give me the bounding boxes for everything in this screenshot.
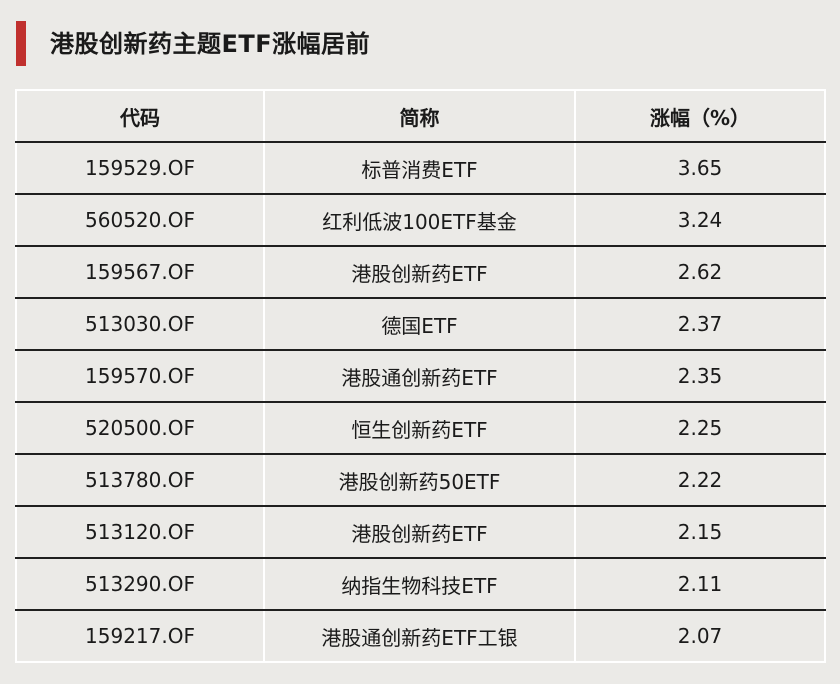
- cell-change: 3.65: [574, 142, 826, 195]
- header-change: 涨幅（%）: [574, 90, 826, 143]
- cell-name: 港股创新药50ETF: [263, 454, 576, 507]
- table-row: 159567.OF 港股创新药ETF 2.62: [15, 246, 826, 299]
- header-code: 代码: [15, 90, 265, 143]
- table-row: 520500.OF 恒生创新药ETF 2.25: [15, 402, 826, 455]
- cell-change: 2.25: [574, 402, 826, 455]
- cell-code: 513780.OF: [15, 454, 265, 507]
- header-name: 简称: [263, 90, 576, 143]
- cell-code: 513120.OF: [15, 506, 265, 559]
- table-row: 513290.OF 纳指生物科技ETF 2.11: [15, 558, 826, 611]
- table-row: 513120.OF 港股创新药ETF 2.15: [15, 506, 826, 559]
- title-accent-bar: [16, 21, 26, 66]
- cell-code: 513030.OF: [15, 298, 265, 351]
- table-row: 159570.OF 港股通创新药ETF 2.35: [15, 350, 826, 403]
- cell-name: 港股创新药ETF: [263, 246, 576, 299]
- cell-change: 2.15: [574, 506, 826, 559]
- cell-change: 2.11: [574, 558, 826, 611]
- cell-name: 港股通创新药ETF工银: [263, 610, 576, 662]
- cell-code: 513290.OF: [15, 558, 265, 611]
- cell-name: 德国ETF: [263, 298, 576, 351]
- cell-change: 2.37: [574, 298, 826, 351]
- cell-code: 159217.OF: [15, 610, 265, 662]
- cell-code: 520500.OF: [15, 402, 265, 455]
- cell-code: 560520.OF: [15, 194, 265, 247]
- cell-code: 159529.OF: [15, 142, 265, 195]
- cell-change: 2.22: [574, 454, 826, 507]
- cell-code: 159570.OF: [15, 350, 265, 403]
- cell-name: 纳指生物科技ETF: [263, 558, 576, 611]
- etf-table: 代码 简称 涨幅（%） 159529.OF 标普消费ETF 3.65 560520.O…: [15, 89, 826, 663]
- table-row: 560520.OF 红利低波100ETF基金 3.24: [15, 194, 826, 247]
- cell-name: 港股通创新药ETF: [263, 350, 576, 403]
- cell-name: 港股创新药ETF: [263, 506, 576, 559]
- cell-name: 恒生创新药ETF: [263, 402, 576, 455]
- cell-code: 159567.OF: [15, 246, 265, 299]
- table-row: 159217.OF 港股通创新药ETF工银 2.07: [15, 610, 826, 662]
- cell-change: 2.62: [574, 246, 826, 299]
- cell-change: 2.07: [574, 610, 826, 662]
- cell-name: 标普消费ETF: [263, 142, 576, 195]
- table-row: 159529.OF 标普消费ETF 3.65: [15, 142, 826, 195]
- cell-change: 3.24: [574, 194, 826, 247]
- table-row: 513780.OF 港股创新药50ETF 2.22: [15, 454, 826, 507]
- cell-change: 2.35: [574, 350, 826, 403]
- table-row: 513030.OF 德国ETF 2.37: [15, 298, 826, 351]
- page-title: 港股创新药主题ETF涨幅居前: [50, 30, 371, 58]
- cell-name: 红利低波100ETF基金: [263, 194, 576, 247]
- table-header-row: 代码 简称 涨幅（%）: [15, 90, 826, 143]
